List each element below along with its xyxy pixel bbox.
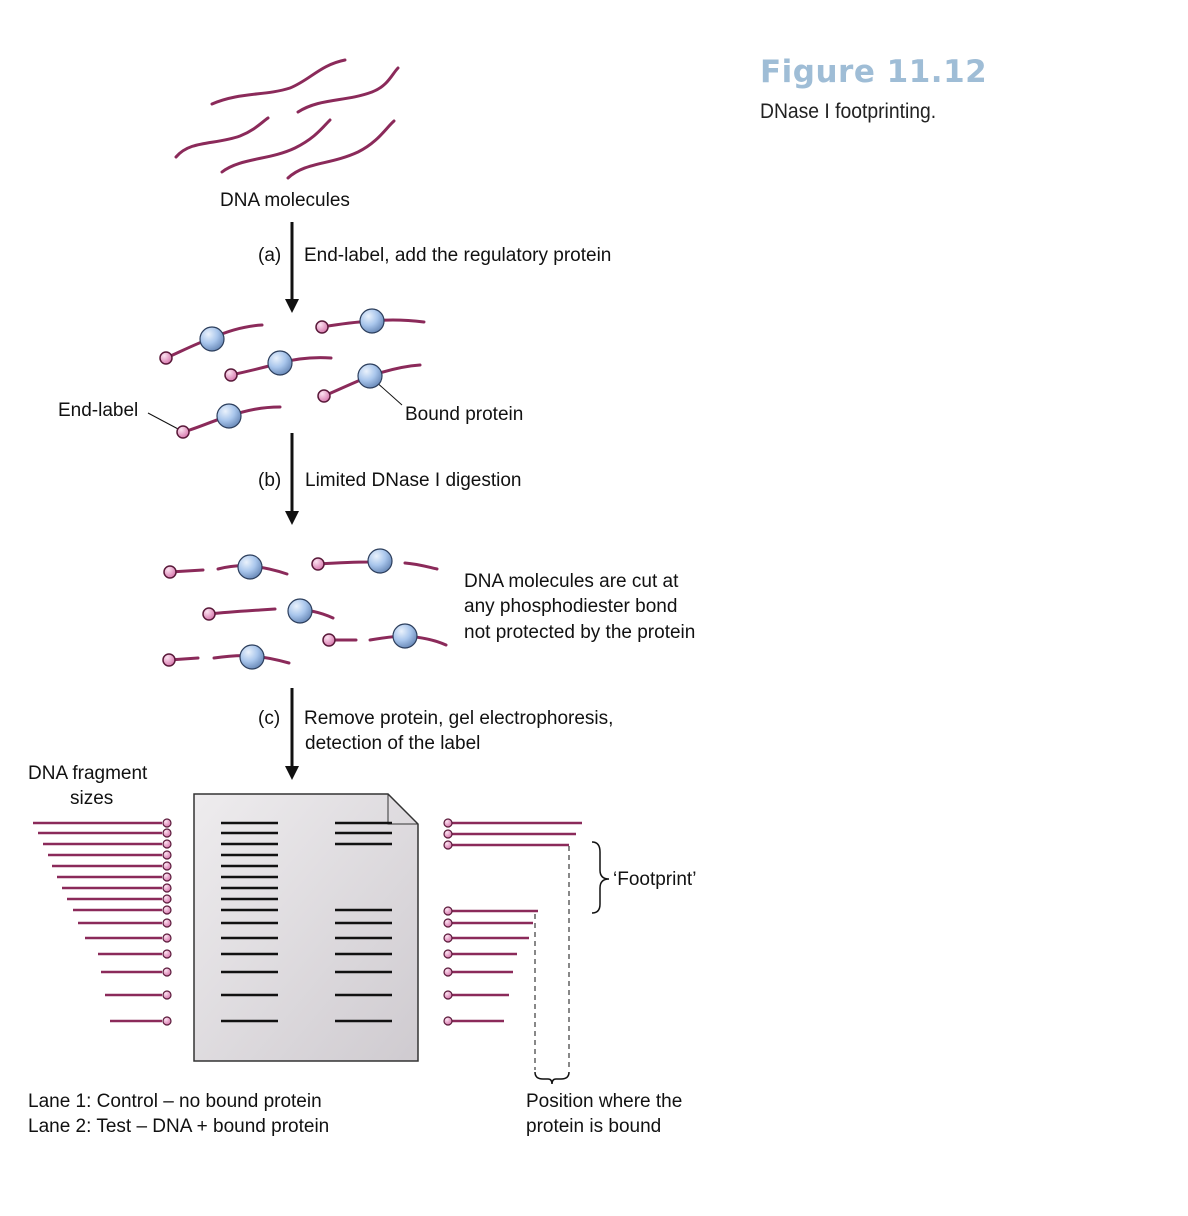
end-label-marker xyxy=(162,933,172,943)
bound-protein xyxy=(216,403,242,429)
lane1-legend: Lane 1: Control – no bound protein xyxy=(28,1091,322,1112)
end-label-marker xyxy=(311,557,325,571)
end-label-marker xyxy=(162,905,172,915)
digested-dna-group xyxy=(162,548,448,670)
end-label-marker xyxy=(162,967,172,977)
end-label-marker xyxy=(162,818,172,828)
end-label-marker xyxy=(162,861,172,871)
end-label-marker xyxy=(162,839,172,849)
end-label-marker xyxy=(322,633,336,647)
step-b-arrowhead xyxy=(285,511,299,525)
footprint-brace xyxy=(591,841,610,914)
dna-strand xyxy=(174,116,270,159)
end-label-marker xyxy=(162,653,176,667)
step-c-tag: (c) xyxy=(258,708,280,729)
end-label-marker xyxy=(162,883,172,893)
end-label-text: End-label xyxy=(58,400,138,421)
end-label-marker xyxy=(163,565,177,579)
step-c-arrowhead xyxy=(285,766,299,780)
end-label-marker xyxy=(162,872,172,882)
bound-protein-text: Bound protein xyxy=(405,404,523,425)
cut-text-line2: any phosphodiester bond xyxy=(464,596,677,617)
end-label-marker xyxy=(176,425,190,439)
step-a-text: End-label, add the regulatory protein xyxy=(304,245,611,266)
test-fragment-ladder xyxy=(443,818,582,1026)
dna-strand xyxy=(210,58,347,106)
bound-protein xyxy=(359,308,385,334)
fragment-size-ladder xyxy=(33,818,172,1026)
bound-protein xyxy=(199,326,225,352)
bound-protein xyxy=(237,554,263,580)
dna-fragment xyxy=(207,607,277,616)
dna-fragment xyxy=(403,561,439,571)
dna-molecules-label: DNA molecules xyxy=(220,190,350,211)
position-brace xyxy=(534,1071,570,1085)
figure-caption: DNase I footprinting. xyxy=(760,100,937,123)
fragment-sizes-line1: DNA fragment xyxy=(28,763,148,784)
end-label-marker xyxy=(443,967,453,977)
end-label-marker xyxy=(162,949,172,959)
end-label-pointer xyxy=(147,412,181,431)
end-label-marker xyxy=(162,918,172,928)
lane2-legend: Lane 2: Test – DNA + bound protein xyxy=(28,1116,329,1137)
dna-strand xyxy=(296,66,400,114)
end-label-marker xyxy=(162,1016,172,1026)
gel-lane-2 xyxy=(335,821,392,1023)
end-label-marker xyxy=(443,1016,453,1026)
step-a-tag: (a) xyxy=(258,245,281,266)
end-label-marker xyxy=(159,351,173,365)
end-label-marker xyxy=(162,828,172,838)
step-b-text: Limited DNase I digestion xyxy=(305,470,522,491)
step-c-line1: Remove protein, gel electrophoresis, xyxy=(304,708,613,729)
end-label-marker xyxy=(443,906,453,916)
end-label-marker xyxy=(443,949,453,959)
gel-lane-1 xyxy=(221,821,278,1023)
position-line1: Position where the xyxy=(526,1091,682,1112)
end-label-marker xyxy=(443,918,453,928)
step-c-line2: detection of the label xyxy=(305,733,480,754)
step-a-arrowhead xyxy=(285,299,299,313)
bound-protein xyxy=(287,598,313,624)
cut-text-line1: DNA molecules are cut at xyxy=(464,571,679,592)
dna-molecules-group xyxy=(174,58,400,180)
end-label-marker xyxy=(317,389,331,403)
bound-protein xyxy=(367,548,393,574)
bound-protein xyxy=(239,644,265,670)
bound-protein xyxy=(392,623,418,649)
cut-text-line3: not protected by the protein xyxy=(464,622,695,643)
labeled-dna-group xyxy=(147,308,426,439)
bound-protein xyxy=(267,350,293,376)
fragment-sizes-line2: sizes xyxy=(70,788,113,809)
end-label-marker xyxy=(443,933,453,943)
footprint-label: ‘Footprint’ xyxy=(613,869,696,890)
end-label-marker xyxy=(443,990,453,1000)
end-label-marker xyxy=(162,850,172,860)
end-label-marker xyxy=(443,829,453,839)
bound-protein xyxy=(357,363,383,389)
position-line2: protein is bound xyxy=(526,1116,661,1137)
end-label-marker xyxy=(202,607,216,621)
figure-number: Figure 11.12 xyxy=(760,54,988,90)
end-label-marker xyxy=(162,894,172,904)
step-b-tag: (b) xyxy=(258,470,281,491)
end-label-marker xyxy=(443,818,453,828)
end-label-marker xyxy=(443,840,453,850)
end-label-marker xyxy=(162,990,172,1000)
dna-strand xyxy=(286,119,396,180)
end-label-marker xyxy=(224,368,238,382)
end-label-marker xyxy=(315,320,329,334)
dna-strand xyxy=(220,118,332,174)
